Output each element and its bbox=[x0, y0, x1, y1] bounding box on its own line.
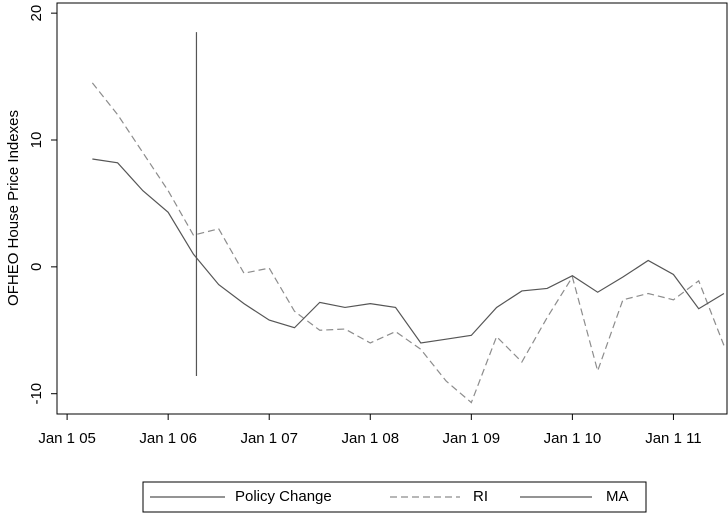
x-tick-label: Jan 1 07 bbox=[240, 430, 298, 447]
legend-label: Policy Change bbox=[235, 488, 332, 505]
x-tick-label: Jan 1 09 bbox=[443, 430, 501, 447]
x-tick-label: Jan 1 08 bbox=[341, 430, 399, 447]
plot-frame bbox=[56, 2, 728, 415]
x-tick-label: Jan 1 11 bbox=[645, 430, 701, 447]
y-axis-label: OFHEO House Price Indexes bbox=[5, 110, 22, 306]
x-tick-label: Jan 1 06 bbox=[139, 430, 197, 447]
y-tick-label: 10 bbox=[28, 132, 45, 149]
legend-label: MA bbox=[606, 488, 629, 505]
series-line bbox=[91, 82, 725, 404]
legend-label: RI bbox=[473, 488, 488, 505]
y-tick-label: 0 bbox=[28, 263, 45, 271]
y-tick-label: 20 bbox=[28, 5, 45, 22]
y-tick-label: -10 bbox=[28, 383, 45, 405]
legend-box bbox=[142, 481, 647, 513]
series-line bbox=[92, 158, 725, 344]
x-tick-label: Jan 1 05 bbox=[38, 430, 96, 447]
x-tick-label: Jan 1 10 bbox=[544, 430, 602, 447]
